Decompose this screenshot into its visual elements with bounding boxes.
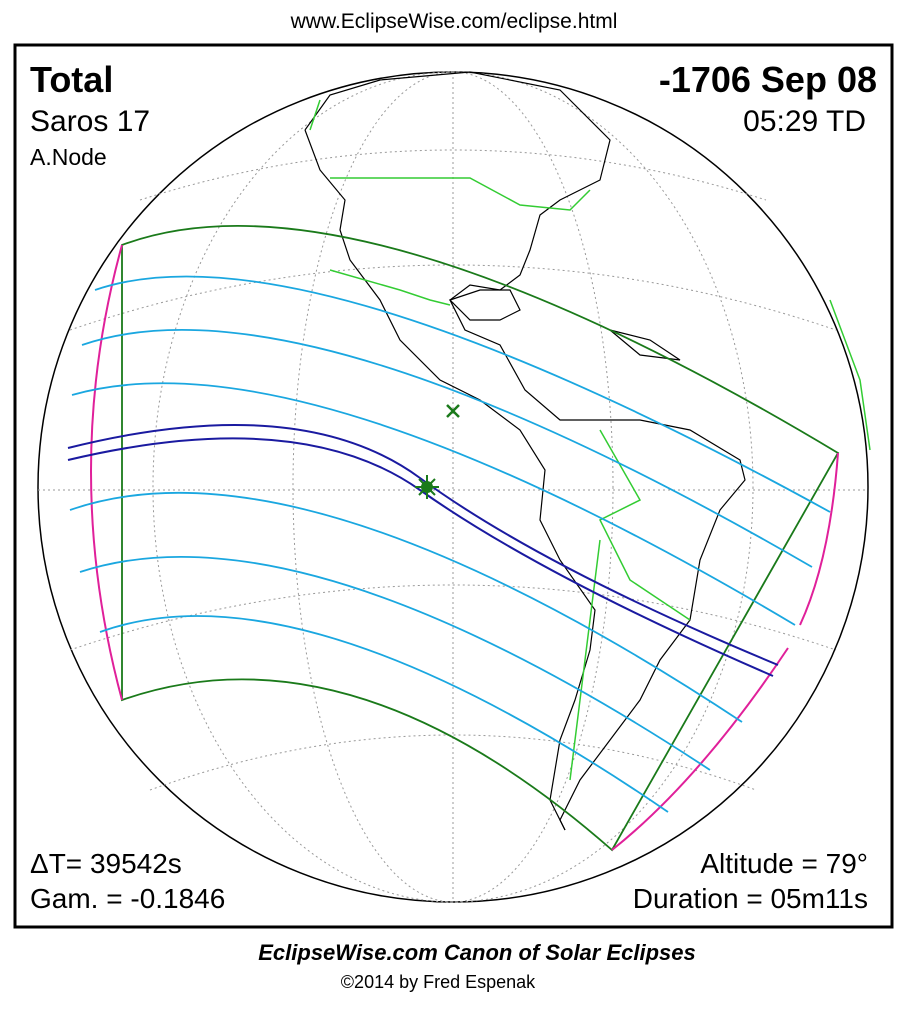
node: A.Node [30, 144, 107, 170]
altitude: Altitude = 79° [700, 848, 868, 879]
footer-title: EclipseWise.com Canon of Solar Eclipses [258, 940, 696, 965]
eclipse-type: Total [30, 59, 113, 100]
duration: Duration = 05m11s [633, 883, 868, 914]
eclipse-path [67, 225, 840, 852]
url: www.EclipseWise.com/eclipse.html [290, 10, 618, 33]
coastlines [304, 71, 746, 831]
time: 05:29 TD [743, 105, 866, 138]
copyright: ©2014 by Fred Espenak [341, 972, 536, 992]
date: -1706 Sep 08 [659, 59, 877, 100]
delta-t: ΔT= 39542s [30, 848, 182, 879]
gamma: Gam. = -0.1846 [30, 883, 225, 914]
borders [309, 99, 871, 781]
globe [37, 71, 869, 903]
saros: Saros 17 [30, 105, 150, 138]
